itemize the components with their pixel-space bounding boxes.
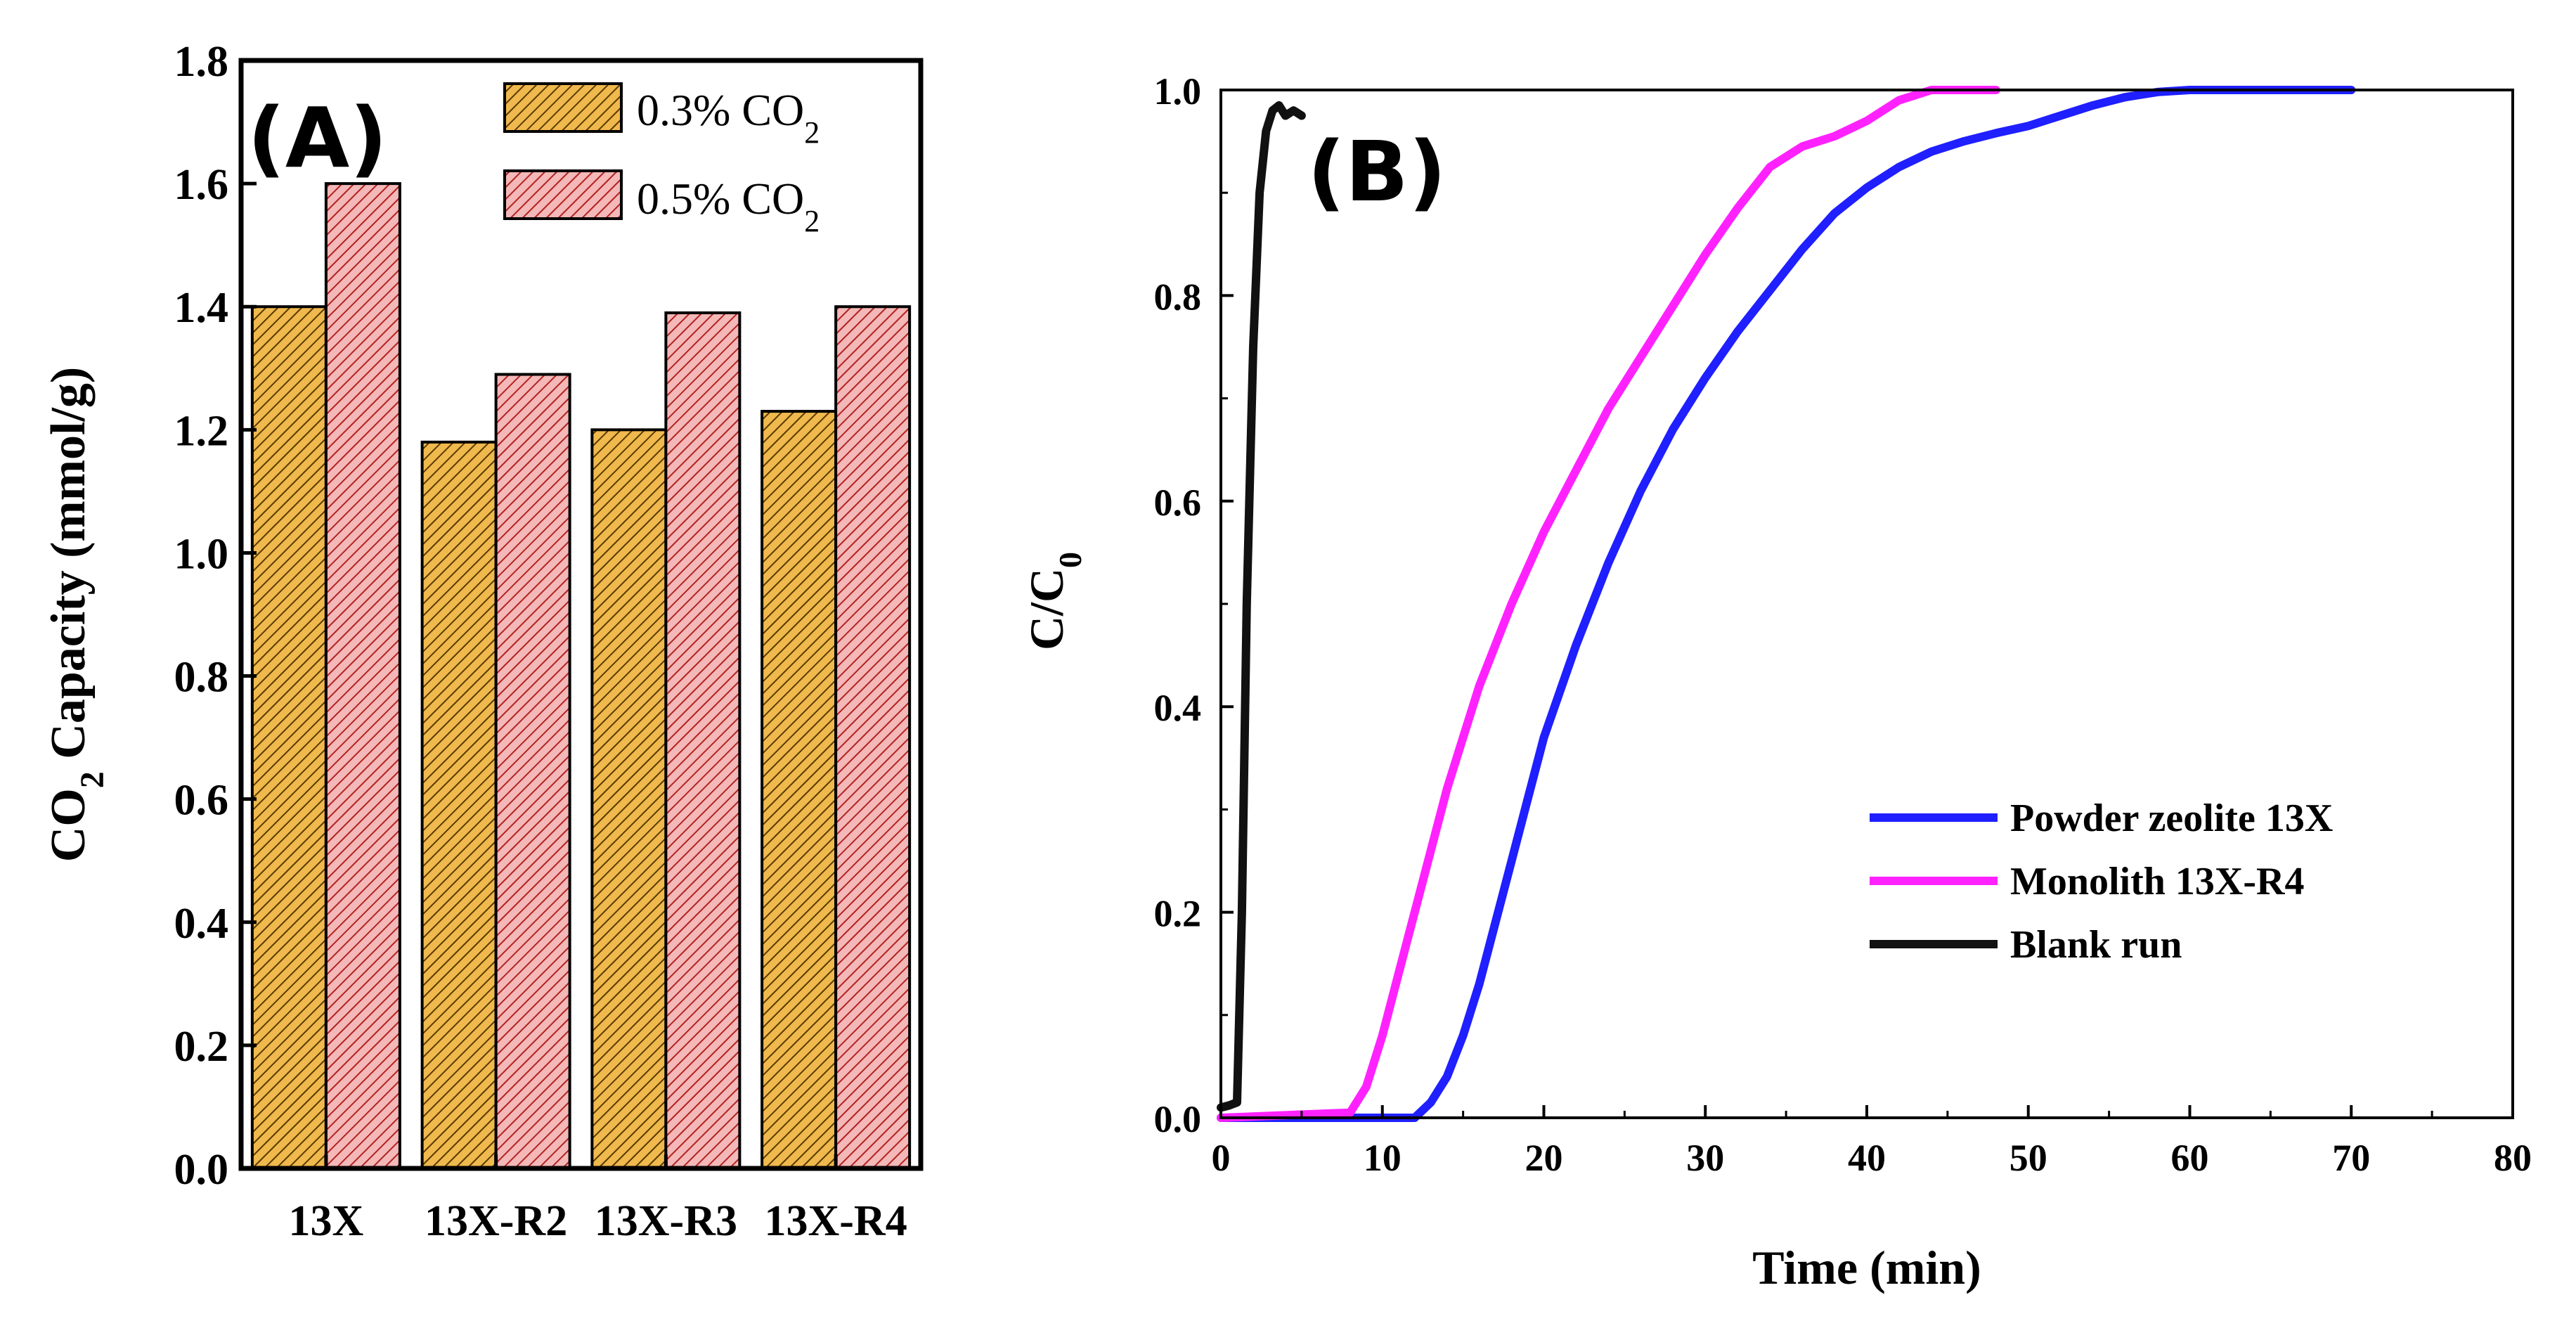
chart-b-y-axis: 0.0 0.2 0.4 0.6 0.8 1.0 [1154,70,1234,1140]
legend-label-0.5-co2: 0.5% CO2 [637,174,820,238]
chart-a: 0.0 0.2 0.4 0.6 0.8 1.0 1.2 1.4 1.6 1.8 13X 13X-R2… [41,38,924,1245]
series-line-powder-zeolite-13x [1217,86,2356,1122]
y-tick-label: 1.8 [174,38,229,86]
x-tick-label: 50 [2009,1137,2047,1179]
series-line-monolith-13x-r4 [1217,86,2000,1122]
y-tick-label: 0.6 [1154,482,1202,524]
y-tick-label: 0.4 [1154,687,1202,729]
chart-a-plot-frame [238,58,924,1171]
y-tick-label: 1.2 [174,407,229,455]
y-tick-label: 0.8 [174,654,229,702]
chart-a-y-axis-title: CO2 Capacity (mmol/g) [41,367,111,862]
y-tick-label: 1.6 [174,161,229,209]
y-tick-label: 0.2 [174,1023,229,1071]
legend-swatch-0.5-co2 [503,169,623,220]
chart-b-x-axis-title: Time (min) [1752,1241,1981,1294]
chart-b-x-axis: 0 10 20 30 40 50 60 70 80 [1212,1105,2532,1179]
legend-swatch-0.3-co2 [503,82,623,133]
x-tick-label-13x-r2: 13X-R2 [425,1197,567,1245]
y-tick-label: 1.0 [174,530,229,578]
chart-a-legend: 0.3% CO2 0.5% CO2 [503,82,820,238]
legend-label-0.3-co2: 0.3% CO2 [637,85,820,150]
chart-a-x-axis: 13X 13X-R2 13X-R3 13X-R4 [288,1154,907,1245]
y-tick-label: 0.8 [1154,276,1202,318]
bar-13x-r4-0-3-co2 [760,410,838,1170]
legend-label-monolith-13x-r4: Monolith 13X-R4 [2010,860,2304,903]
y-tick-label: 0.0 [174,1146,229,1194]
chart-b-plot-frame [1219,89,2514,1119]
chart-a-panel-label: (A) [247,89,387,186]
x-tick-label-13x-r4: 13X-R4 [765,1197,907,1245]
y-tick-label: 0.0 [1154,1098,1202,1140]
legend-label-blank-run: Blank run [2010,923,2182,967]
chart-a-y-axis: 0.0 0.2 0.4 0.6 0.8 1.0 1.2 1.4 1.6 1.8 [174,38,257,1194]
bar-13x-r4-0-5-co2 [834,305,912,1171]
x-tick-label: 70 [2332,1137,2370,1179]
x-tick-label: 40 [1848,1137,1886,1179]
y-tick-label: 1.4 [174,284,229,332]
x-tick-label: 60 [2171,1137,2209,1179]
x-tick-label: 10 [1364,1137,1402,1179]
x-tick-label-13x-r3: 13X-R3 [595,1197,737,1245]
y-tick-label: 0.4 [174,900,229,948]
x-tick-label: 80 [2494,1137,2532,1179]
x-tick-label: 0 [1212,1137,1231,1179]
bar-13x-r3-0-3-co2 [590,428,668,1170]
chart-b-y-axis-title: C/C0 [1020,552,1088,650]
bar-13x-0-5-co2 [324,182,401,1171]
x-tick-label-13x: 13X [288,1197,363,1245]
y-tick-label: 0.2 [1154,893,1202,935]
series-line-blank-run [1217,101,1306,1112]
bar-13x-0-3-co2 [250,305,328,1171]
y-tick-label: 0.6 [174,777,229,825]
chart-a-bars [250,182,912,1171]
legend-label-powder-zeolite-13x: Powder zeolite 13X [2010,797,2333,840]
chart-b-lines [1217,86,2356,1122]
bar-13x-r3-0-5-co2 [664,311,742,1170]
bar-13x-r2-0-5-co2 [494,373,571,1170]
x-tick-label: 30 [1686,1137,1724,1179]
y-tick-label: 1.0 [1154,70,1202,112]
x-tick-label: 20 [1525,1137,1563,1179]
chart-b-panel-label: (B) [1307,123,1446,220]
chart-b-legend: Powder zeolite 13X Monolith 13X-R4 Blank… [1870,797,2333,967]
chart-b: 0.0 0.2 0.4 0.6 0.8 1.0 0 10 20 30 40 50 60 70 80 (B)… [1020,70,2532,1294]
bar-13x-r2-0-3-co2 [420,440,498,1170]
